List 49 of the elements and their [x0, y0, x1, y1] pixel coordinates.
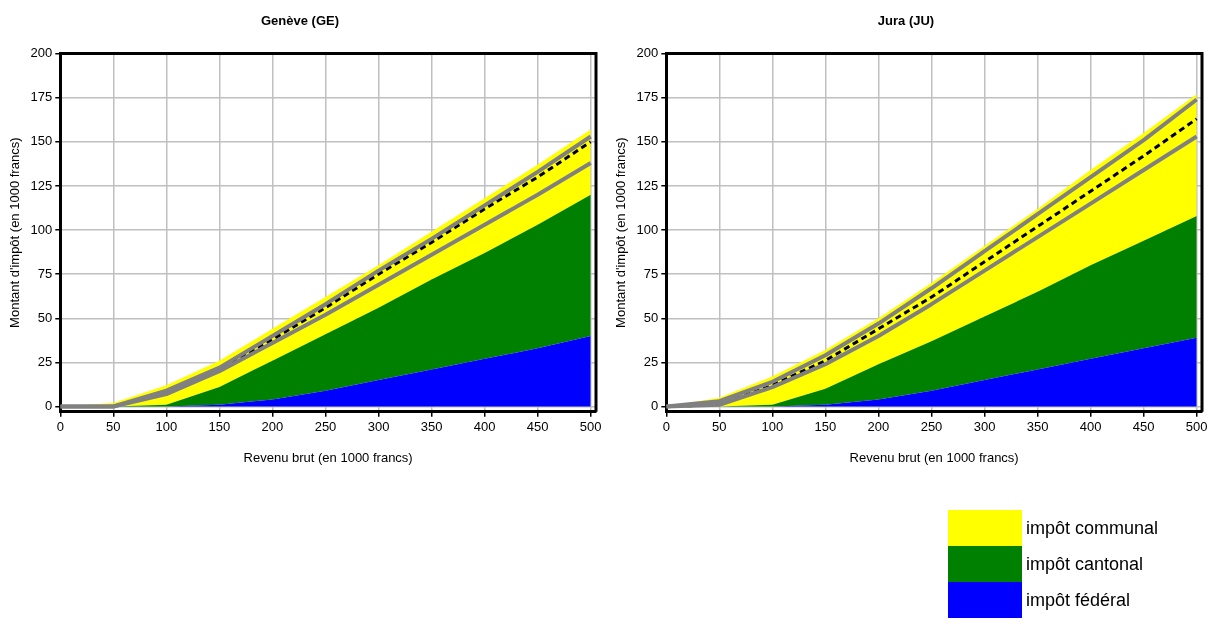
x-axis-title: Revenu brut (en 1000 francs) — [243, 449, 413, 465]
y-tick-label: 100 — [636, 221, 659, 237]
legend-label: impôt communal — [1026, 517, 1159, 539]
x-tick-label: 500 — [1185, 419, 1208, 435]
legend-label: impôt cantonal — [1026, 553, 1144, 575]
y-tick-label: 100 — [30, 221, 53, 237]
x-tick-label: 100 — [155, 419, 178, 435]
y-tick-label: 150 — [636, 133, 659, 149]
x-tick-label: 300 — [973, 419, 996, 435]
x-tick-label: 300 — [367, 419, 390, 435]
x-axis-title: Revenu brut (en 1000 francs) — [849, 449, 1019, 465]
chart-title: Jura (JU) — [877, 13, 935, 29]
y-tick-label: 75 — [37, 265, 53, 281]
y-axis-title: Montant d'impôt (en 1000 francs) — [7, 137, 23, 328]
y-tick-label: 50 — [37, 309, 53, 325]
y-tick-label: 125 — [636, 177, 659, 193]
x-tick-label: 0 — [662, 419, 670, 435]
y-tick-label: 175 — [30, 89, 53, 105]
x-tick-label: 150 — [208, 419, 231, 435]
x-tick-label: 200 — [867, 419, 890, 435]
x-tick-label: 50 — [712, 419, 727, 435]
y-tick-label: 0 — [651, 398, 659, 414]
y-tick-label: 25 — [643, 353, 659, 369]
x-tick-label: 450 — [1132, 419, 1155, 435]
x-tick-label: 350 — [420, 419, 443, 435]
y-tick-label: 25 — [37, 353, 53, 369]
y-tick-label: 200 — [30, 45, 53, 61]
legend-label: impôt fédéral — [1026, 589, 1131, 611]
x-tick-label: 200 — [261, 419, 284, 435]
y-tick-label: 50 — [643, 309, 659, 325]
x-tick-label: 0 — [56, 419, 64, 435]
x-tick-label: 400 — [1079, 419, 1102, 435]
x-tick-label: 150 — [814, 419, 837, 435]
y-axis-title: Montant d'impôt (en 1000 francs) — [613, 137, 629, 328]
x-tick-label: 100 — [761, 419, 784, 435]
y-tick-label: 75 — [643, 265, 659, 281]
y-tick-label: 0 — [45, 398, 53, 414]
y-tick-label: 125 — [30, 177, 53, 193]
x-tick-label: 350 — [1026, 419, 1049, 435]
y-tick-label: 200 — [636, 45, 659, 61]
chart-title: Genève (GE) — [260, 13, 340, 29]
x-tick-label: 450 — [526, 419, 549, 435]
x-tick-label: 250 — [920, 419, 943, 435]
x-tick-label: 250 — [314, 419, 337, 435]
x-tick-label: 500 — [579, 419, 602, 435]
x-tick-label: 50 — [106, 419, 121, 435]
y-tick-label: 150 — [30, 133, 53, 149]
x-tick-label: 400 — [473, 419, 496, 435]
y-tick-label: 175 — [636, 89, 659, 105]
